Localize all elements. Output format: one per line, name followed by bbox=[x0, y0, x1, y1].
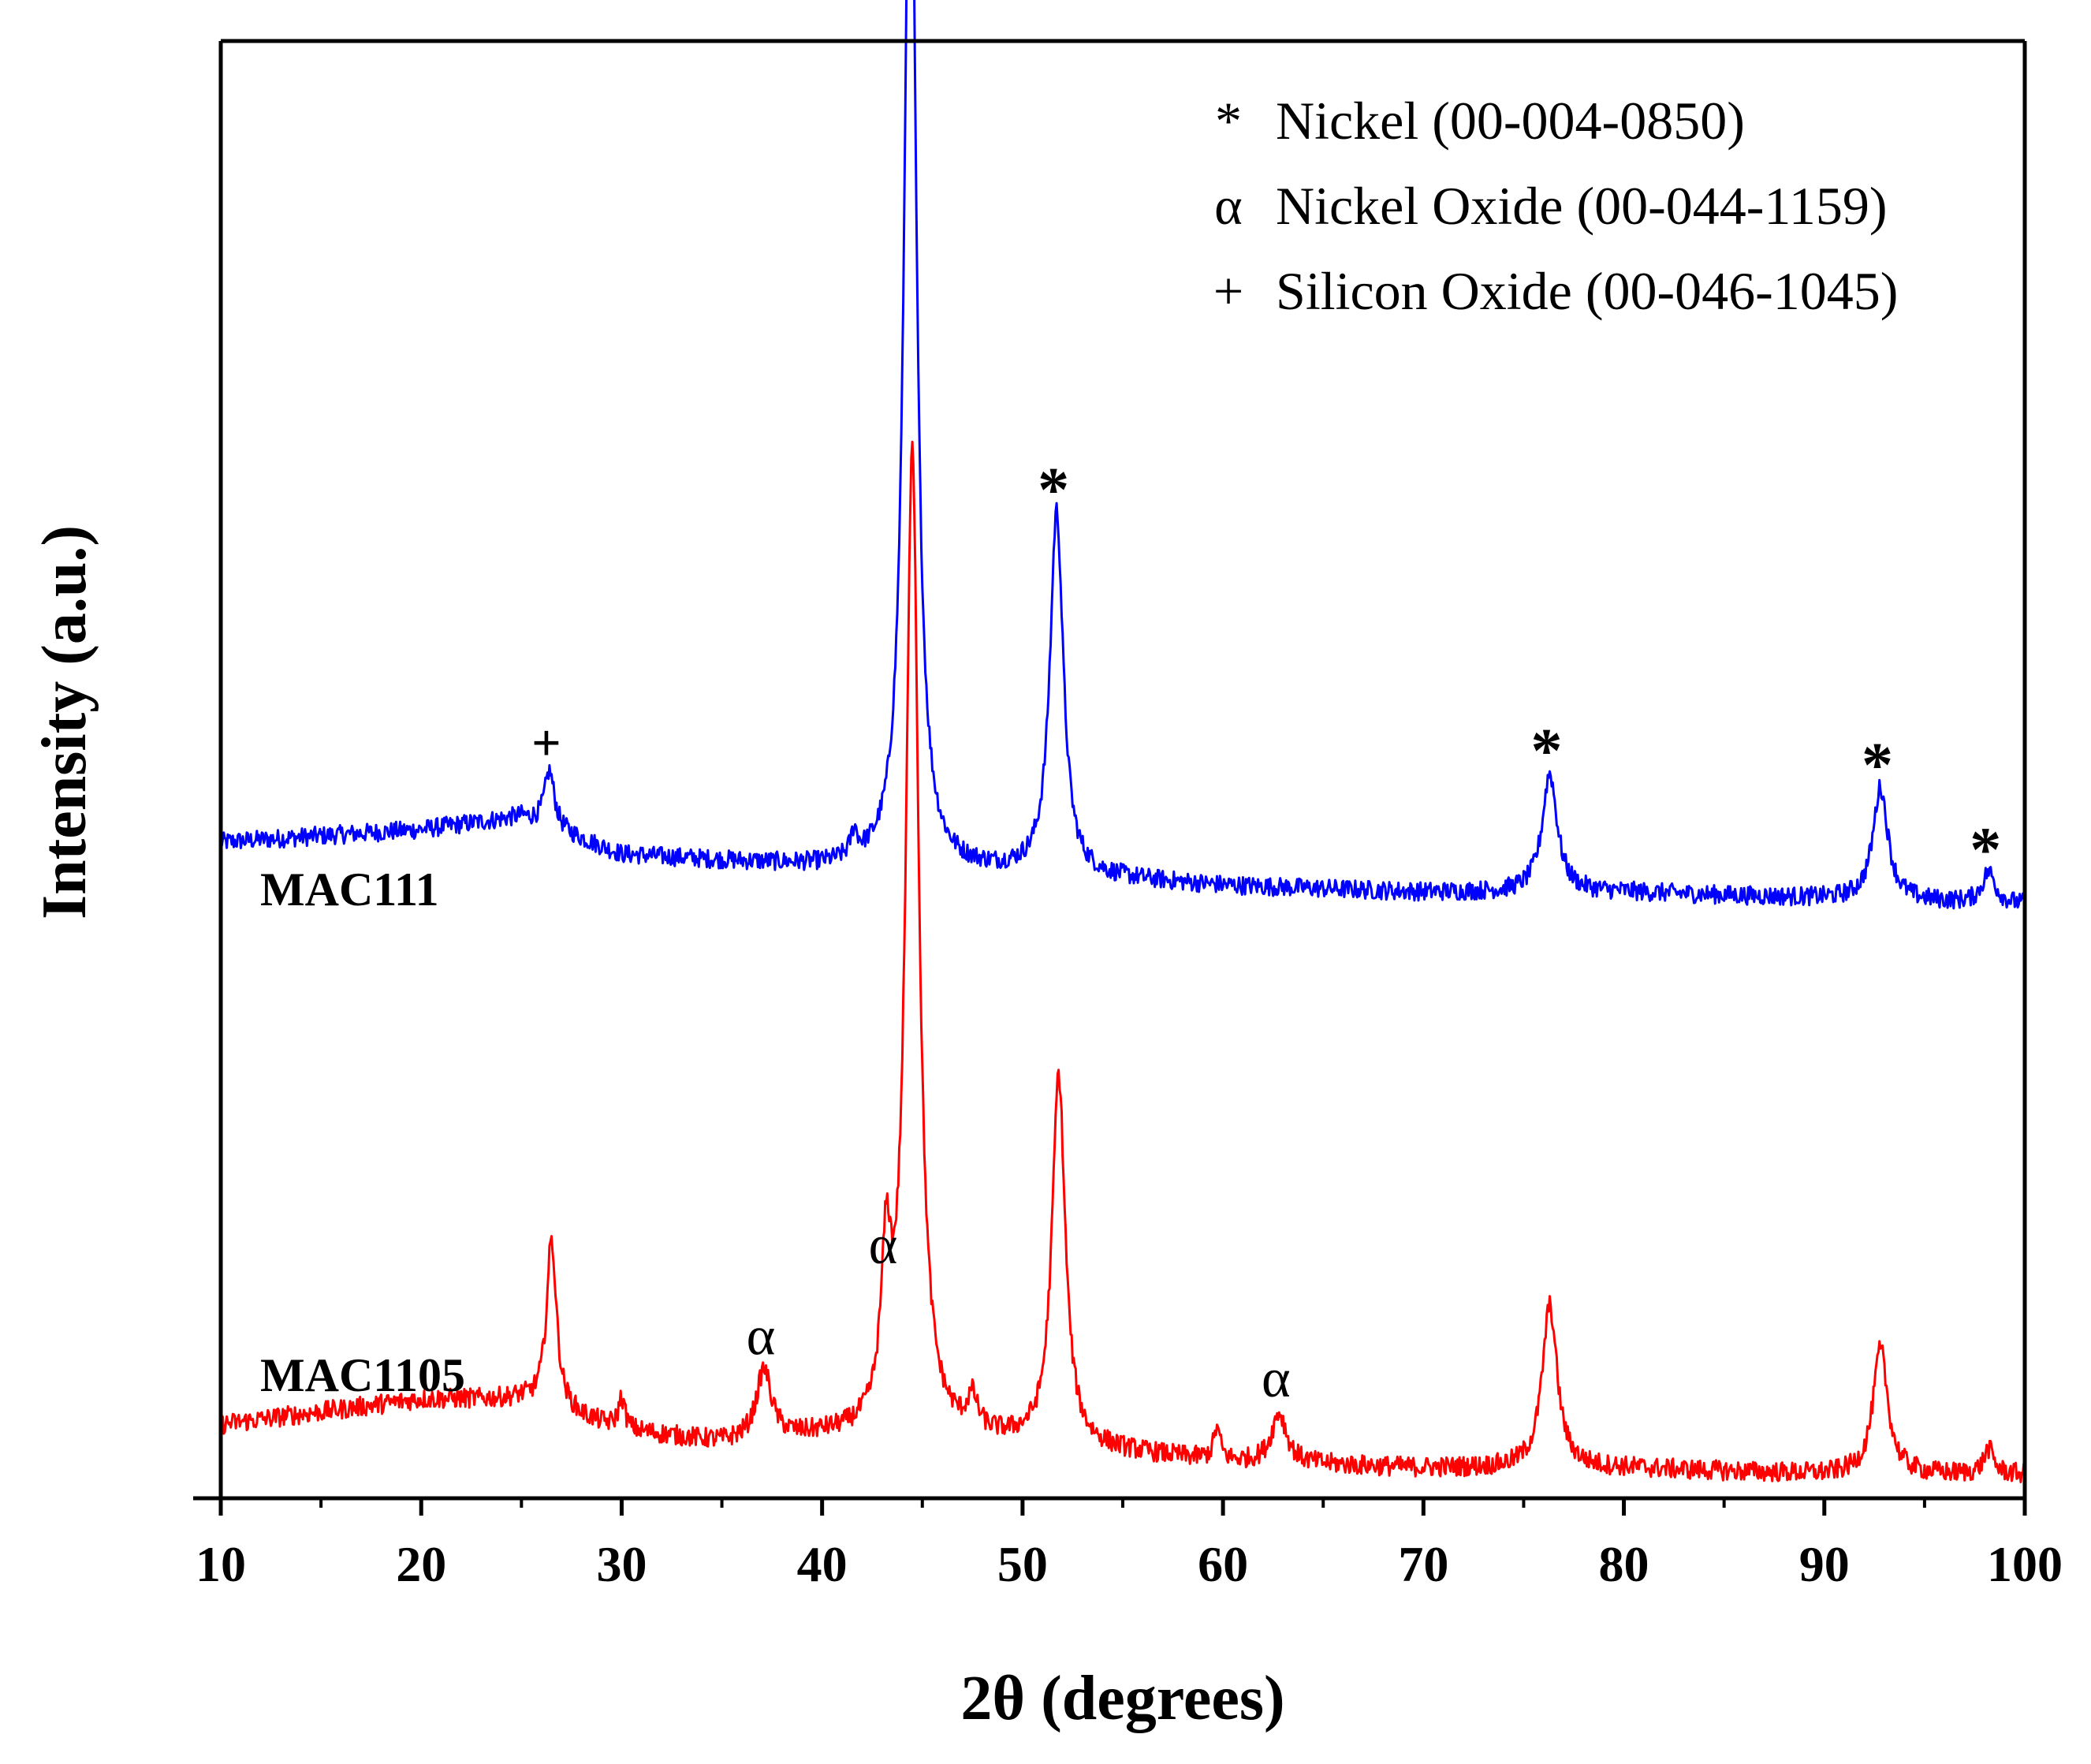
legend-symbol: * bbox=[1215, 91, 1242, 151]
series-line-mac111 bbox=[219, 0, 2026, 910]
peak-marker: + bbox=[531, 714, 561, 772]
x-tick-label: 50 bbox=[997, 1536, 1048, 1592]
legend: * Nickel (00-004-0850) α Nickel Oxide (00-0… bbox=[1213, 91, 1899, 321]
x-tick-label: 100 bbox=[1987, 1536, 2063, 1592]
series-line-mac1105 bbox=[219, 440, 2026, 1483]
peak-marker: α bbox=[1262, 1348, 1291, 1409]
x-tick-label: 20 bbox=[396, 1536, 446, 1592]
legend-label: Silicon Oxide (00-046-1045) bbox=[1276, 261, 1898, 321]
series-label-mac1105: MAC1105 bbox=[260, 1349, 465, 1401]
legend-label: Nickel (00-004-0850) bbox=[1276, 91, 1745, 151]
x-tick-label: 30 bbox=[596, 1536, 647, 1592]
x-tick-label: 90 bbox=[1799, 1536, 1850, 1592]
peak-marker: α bbox=[747, 1307, 776, 1367]
x-tick-label: 10 bbox=[196, 1536, 246, 1592]
x-axis-title: 2θ (degrees) bbox=[960, 1664, 1284, 1733]
legend-symbol: + bbox=[1213, 261, 1243, 321]
series-labels: MAC111 MAC1105 bbox=[260, 863, 465, 1401]
peak-annotations: *****+ααα bbox=[531, 456, 2001, 1409]
peak-marker: * bbox=[1970, 815, 2001, 885]
x-tick-label: 40 bbox=[797, 1536, 848, 1592]
legend-symbol: α bbox=[1214, 176, 1243, 236]
x-tick-label: 60 bbox=[1198, 1536, 1248, 1592]
y-axis-title: Intensity (a.u.) bbox=[30, 525, 99, 919]
legend-label: Nickel Oxide (00-044-1159) bbox=[1276, 176, 1888, 236]
peak-marker: * bbox=[1862, 731, 1893, 800]
peak-marker: * bbox=[1530, 717, 1562, 786]
peak-marker: * bbox=[1038, 456, 1069, 525]
axes: 10 20 30 40 50 60 70 80 90 100 bbox=[193, 39, 2063, 1592]
x-tick-label: 80 bbox=[1599, 1536, 1649, 1592]
series-label-mac111: MAC111 bbox=[260, 863, 439, 916]
x-tick-label: 70 bbox=[1398, 1536, 1448, 1592]
peak-marker: α bbox=[869, 1215, 898, 1276]
plot-lines bbox=[219, 0, 2026, 1483]
